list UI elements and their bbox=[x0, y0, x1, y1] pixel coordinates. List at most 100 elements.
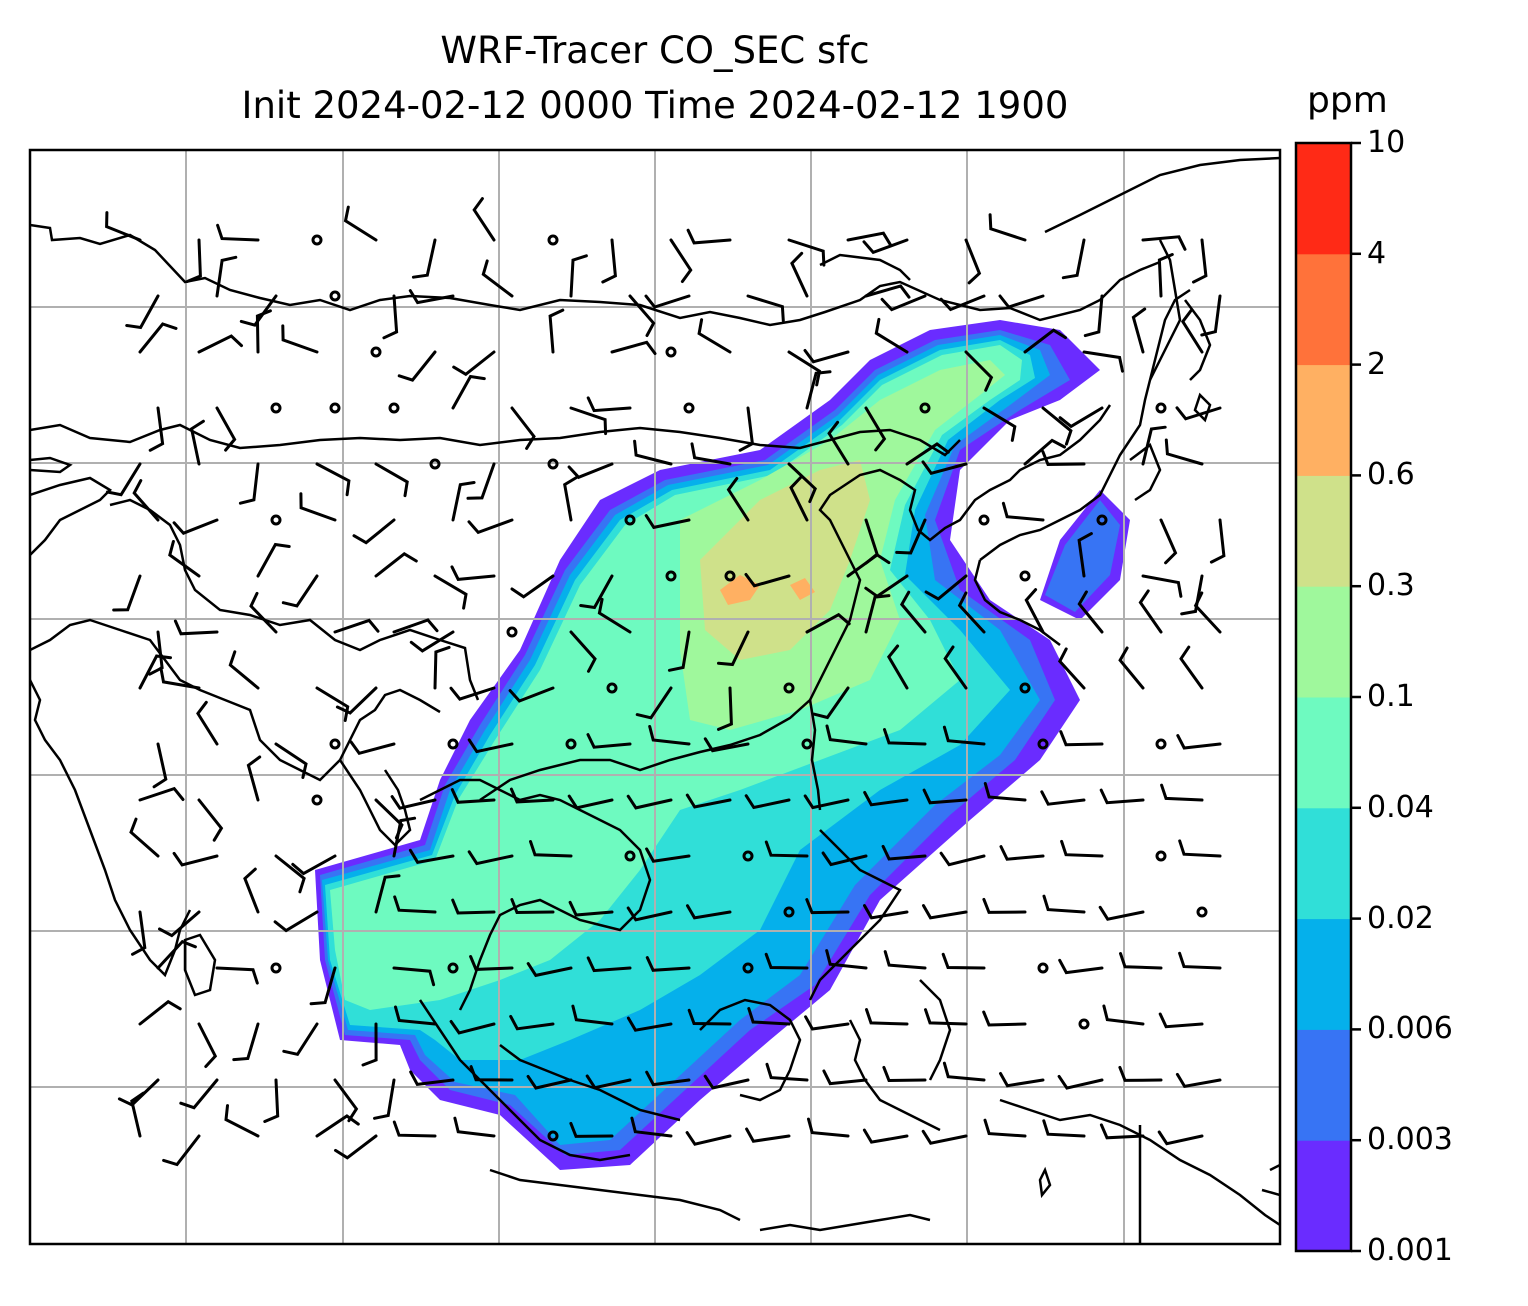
wind-barb bbox=[988, 213, 1027, 242]
wind-barb bbox=[846, 553, 891, 578]
wind-barb bbox=[825, 949, 868, 970]
wind-barb bbox=[645, 847, 691, 863]
plume-level-0.3 bbox=[700, 460, 870, 660]
wind-barb bbox=[880, 294, 927, 312]
wind-barb bbox=[148, 406, 165, 452]
wind-barb bbox=[1058, 958, 1104, 975]
wind-barb bbox=[982, 406, 1017, 442]
wind-barb bbox=[899, 590, 927, 634]
wind-barb bbox=[804, 1015, 850, 1031]
wind-barb bbox=[690, 442, 732, 466]
wind-barb bbox=[1082, 350, 1124, 373]
wind-barb bbox=[744, 794, 791, 810]
wind-barb bbox=[790, 251, 809, 298]
wind-barb bbox=[472, 197, 496, 242]
calm-marker bbox=[1196, 906, 1208, 918]
wind-barb bbox=[667, 630, 691, 672]
colorbar-segment bbox=[1296, 1029, 1351, 1141]
wind-barb bbox=[964, 350, 994, 392]
calm-marker bbox=[311, 234, 323, 246]
calm-marker bbox=[783, 906, 795, 918]
wind-barb bbox=[1061, 238, 1086, 280]
wind-barb bbox=[1160, 783, 1204, 802]
wind-barb bbox=[315, 462, 351, 497]
wind-barb bbox=[246, 755, 262, 802]
wind-barb bbox=[215, 255, 238, 298]
wind-barb bbox=[1098, 905, 1145, 921]
calm-marker bbox=[270, 402, 282, 414]
wind-barb bbox=[469, 955, 514, 971]
wind-barb bbox=[1083, 294, 1104, 338]
wind-barb bbox=[238, 462, 260, 505]
wind-barb bbox=[156, 939, 197, 970]
wind-barb bbox=[172, 851, 219, 867]
colorbar-tick-label: 0.6 bbox=[1367, 457, 1415, 493]
wind-barb bbox=[1180, 308, 1204, 354]
calm-marker bbox=[624, 514, 636, 526]
wind-barb bbox=[864, 284, 911, 299]
wind-barb bbox=[567, 794, 614, 810]
colorbar-tick-label: 0.3 bbox=[1367, 568, 1415, 604]
wind-barb bbox=[787, 462, 817, 504]
calm-marker bbox=[547, 234, 559, 246]
wind-barb bbox=[256, 542, 291, 578]
wind-barb bbox=[717, 630, 750, 667]
wind-barb bbox=[373, 1078, 396, 1120]
wind-barb bbox=[152, 742, 168, 789]
wind-barb bbox=[924, 574, 968, 601]
colorbar-segment bbox=[1296, 143, 1351, 255]
calm-marker bbox=[329, 402, 341, 414]
wind-barb bbox=[1099, 1123, 1145, 1140]
calm-marker bbox=[742, 962, 754, 974]
wind-barb bbox=[466, 462, 496, 500]
wind-barb bbox=[1057, 1074, 1104, 1090]
wind-barb bbox=[469, 1065, 514, 1082]
wind-barb bbox=[1041, 450, 1086, 467]
calm-marker bbox=[565, 738, 577, 750]
wind-barbs bbox=[105, 197, 1226, 1167]
wind-barb bbox=[173, 619, 219, 636]
wind-barb bbox=[299, 492, 337, 522]
wind-barb bbox=[129, 817, 160, 858]
wind-barb bbox=[697, 318, 732, 354]
wind-barb bbox=[943, 645, 968, 690]
wind-barb bbox=[243, 867, 260, 914]
wind-barb bbox=[685, 793, 732, 809]
wind-barb bbox=[1057, 647, 1086, 690]
wind-barb bbox=[1200, 294, 1222, 337]
wind-barb bbox=[131, 910, 147, 956]
wind-barb bbox=[309, 966, 337, 1006]
wind-barb bbox=[1138, 589, 1163, 634]
calm-marker bbox=[370, 346, 382, 358]
wind-barb bbox=[644, 514, 691, 530]
wind-barb bbox=[881, 844, 927, 861]
wind-barb bbox=[626, 1016, 673, 1032]
colorbar-segment bbox=[1296, 475, 1351, 587]
wind-barb bbox=[1175, 1072, 1222, 1089]
wind-barb bbox=[467, 850, 514, 866]
wind-barb bbox=[738, 406, 755, 452]
wind-barb bbox=[105, 462, 142, 497]
wind-barb bbox=[942, 1061, 986, 1082]
colorbar-segment bbox=[1296, 807, 1351, 920]
graticule bbox=[30, 150, 1280, 1244]
wind-barb bbox=[138, 322, 178, 354]
wind-barb bbox=[282, 1022, 319, 1056]
wind-barb bbox=[1119, 952, 1163, 970]
wind-barb bbox=[1118, 1065, 1163, 1082]
colorbar-tick-label: 0.003 bbox=[1367, 1122, 1453, 1158]
colorbar-segment bbox=[1296, 1140, 1351, 1252]
wind-barb bbox=[586, 396, 632, 413]
wind-barb bbox=[281, 324, 319, 354]
wind-barb bbox=[1192, 238, 1208, 284]
wind-barb bbox=[939, 851, 986, 867]
wind-barb bbox=[685, 1131, 732, 1146]
wind-barb bbox=[172, 518, 219, 535]
wind-barb bbox=[382, 294, 399, 340]
wind-barb bbox=[687, 1008, 732, 1026]
wind-barb bbox=[408, 289, 455, 305]
wind-barb bbox=[374, 462, 409, 498]
wind-barb bbox=[957, 591, 986, 634]
wind-barb bbox=[746, 294, 785, 323]
wind-barb bbox=[315, 1114, 360, 1138]
